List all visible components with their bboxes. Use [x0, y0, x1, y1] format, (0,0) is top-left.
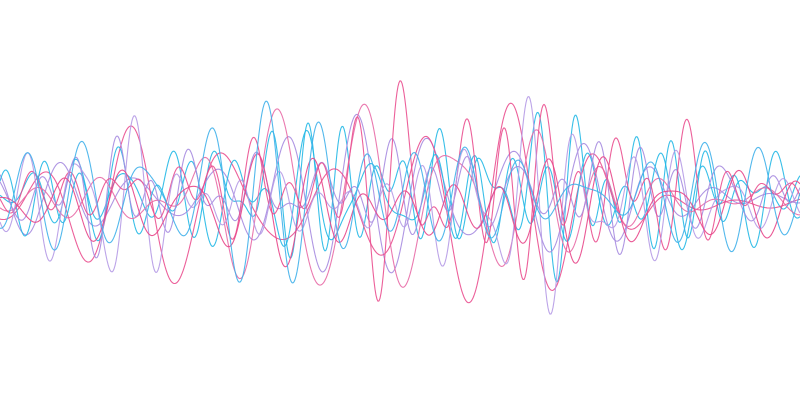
wave-line	[0, 100, 800, 284]
wave-line	[0, 129, 800, 251]
wave-line	[0, 96, 800, 315]
wave-line	[0, 103, 800, 288]
wave-line	[0, 153, 800, 268]
wave-line	[0, 80, 800, 302]
